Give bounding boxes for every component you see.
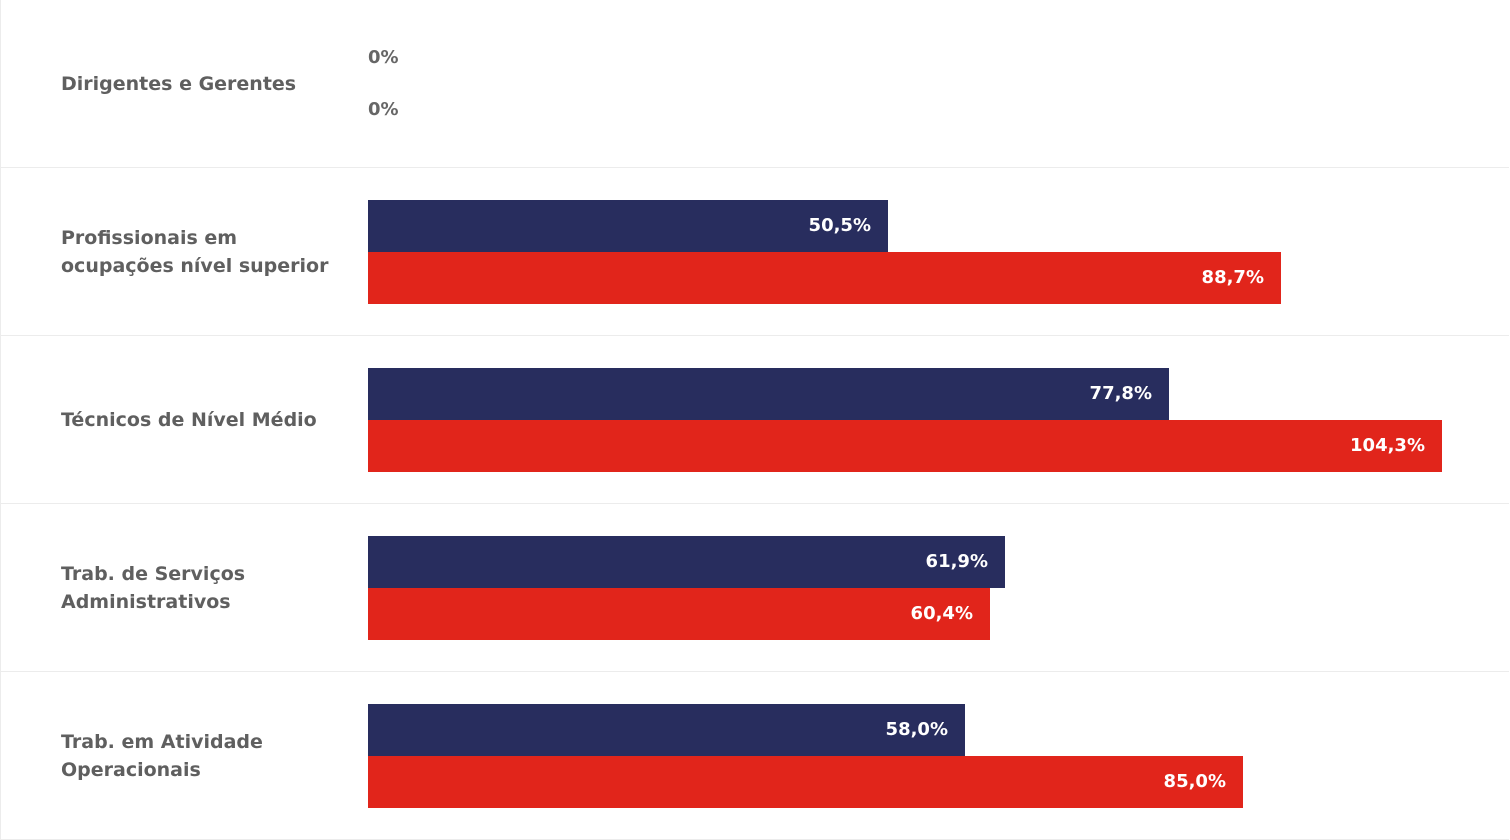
bar xyxy=(368,252,1281,304)
category-label: Profissionais em ocupações nível superio… xyxy=(61,226,329,277)
bar xyxy=(368,588,990,640)
bar-value-label: 58,0% xyxy=(885,719,948,740)
bar-value-label: 88,7% xyxy=(1201,267,1264,288)
category-label: Trab. em Atividade Operacionais xyxy=(61,730,263,781)
bar xyxy=(368,756,1243,808)
bar-value-label: 50,5% xyxy=(808,215,871,236)
category-row: Trab. em Atividade Operacionais 58,0% 85,0… xyxy=(0,672,1509,840)
category-row: Profissionais em ocupações nível superio… xyxy=(0,168,1509,336)
bar-value-label: 0% xyxy=(368,99,399,120)
bar-value-label: 60,4% xyxy=(910,603,973,624)
category-row: Trab. de Serviços Administrativos 61,9% 60… xyxy=(0,504,1509,672)
bar xyxy=(368,200,888,252)
category-row: Dirigentes e Gerentes 0% 0% xyxy=(0,0,1509,168)
bar xyxy=(368,368,1169,420)
bar-value-label: 0% xyxy=(368,47,399,68)
bar-value-label: 61,9% xyxy=(925,551,988,572)
bar-value-label: 77,8% xyxy=(1089,383,1152,404)
bar xyxy=(368,536,1005,588)
bar xyxy=(368,704,965,756)
category-label: Trab. de Serviços Administrativos xyxy=(61,562,246,613)
bar-value-label: 104,3% xyxy=(1350,435,1425,456)
bar xyxy=(368,420,1442,472)
category-label: Dirigentes e Gerentes xyxy=(61,72,297,95)
bar-value-label: 85,0% xyxy=(1163,771,1226,792)
category-row: Técnicos de Nível Médio 77,8% 104,3% xyxy=(0,336,1509,504)
category-label: Técnicos de Nível Médio xyxy=(61,408,317,431)
